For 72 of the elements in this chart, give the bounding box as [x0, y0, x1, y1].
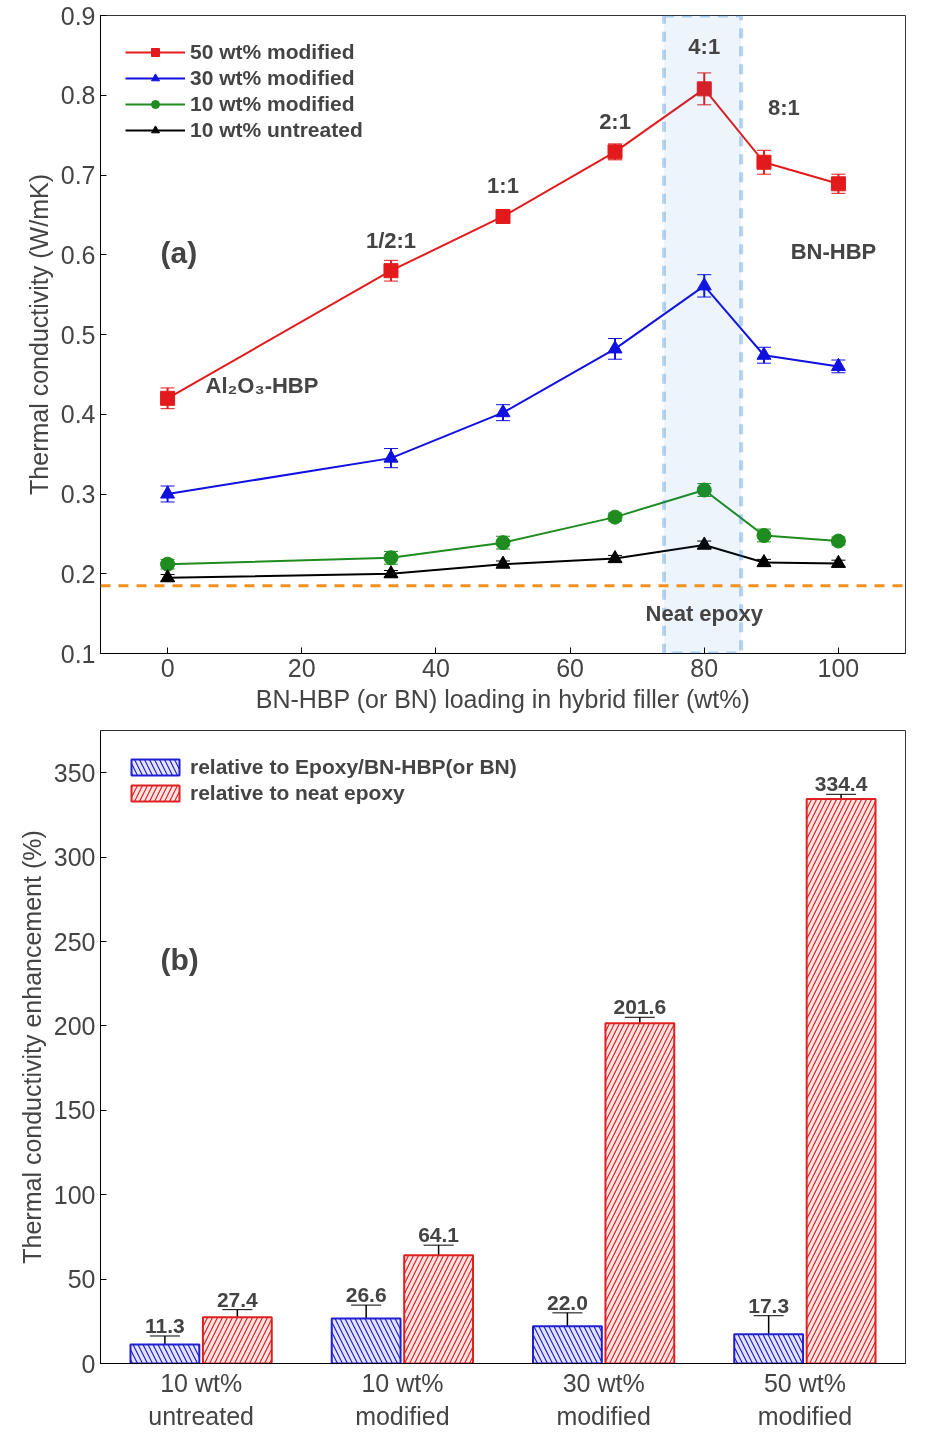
- annotation: BN-HBP: [790, 238, 877, 264]
- x-tick-label: 20: [287, 653, 316, 682]
- annotation: 8:1: [768, 95, 800, 121]
- y-tick-label: 0.4: [60, 400, 96, 429]
- ref-line-label: Neat epoxy: [645, 600, 764, 626]
- y-tick-label: 300: [53, 843, 96, 872]
- annotation: 2:1: [599, 108, 631, 134]
- data-label: 27.4: [216, 1287, 259, 1311]
- legend-label: relative to Epoxy/BN-HBP(or BN): [190, 755, 517, 779]
- x-tick-label: 60: [556, 653, 584, 682]
- point: [696, 277, 712, 291]
- y-axis-title: Thermal conductivity enhancement (%): [17, 830, 46, 1264]
- point: [495, 404, 511, 418]
- legend-label: 50 wt% modified: [190, 40, 355, 64]
- y-tick-label: 0.8: [60, 81, 96, 110]
- point: [696, 536, 712, 550]
- legend-label: relative to neat epoxy: [190, 781, 405, 805]
- annotation: 4:1: [688, 33, 721, 59]
- y-tick-label: 100: [53, 1180, 96, 1209]
- point: [830, 554, 846, 568]
- x-tick-label: 30 wt% modified: [556, 1368, 651, 1431]
- y-tick-label: 0.3: [60, 480, 96, 508]
- annotation: (a): [160, 235, 198, 269]
- data-label: 64.1: [418, 1223, 460, 1247]
- data-label: 334.4: [814, 772, 868, 796]
- point: [756, 554, 772, 568]
- data-label: 17.3: [748, 1293, 790, 1317]
- point: [756, 154, 772, 170]
- point: [495, 555, 511, 569]
- y-tick-label: 0.1: [60, 639, 96, 668]
- point: [160, 390, 176, 406]
- point: [607, 340, 623, 354]
- x-tick-label: 0: [160, 653, 175, 682]
- annotation: 1/2:1: [365, 227, 417, 253]
- y-tick-label: 0.9: [60, 1, 96, 30]
- y-tick-label: 0.6: [60, 240, 96, 269]
- point: [160, 485, 176, 499]
- y-tick-label: 50: [67, 1265, 96, 1294]
- y-tick-label: 0.7: [60, 161, 96, 189]
- x-tick-label: 100: [817, 653, 860, 682]
- data-label: 26.6: [345, 1283, 387, 1307]
- legend-label: 30 wt% modified: [190, 66, 355, 90]
- y-tick-label: 150: [53, 1096, 96, 1125]
- data-label: 201.6: [613, 995, 667, 1019]
- data-label: 22.0: [546, 1290, 588, 1314]
- y-tick-label: 350: [53, 758, 96, 787]
- legend-label: 10 wt% untreated: [190, 118, 363, 142]
- annotation: 1:1: [487, 173, 519, 199]
- x-tick-label: 10 wt% modified: [355, 1368, 450, 1431]
- point: [383, 449, 399, 463]
- point: [607, 550, 623, 564]
- x-axis-title: BN-HBP (or BN) loading in hybrid filler (wt%): [255, 684, 750, 713]
- annotation: (b): [160, 942, 199, 976]
- y-tick-label: 250: [53, 927, 96, 956]
- x-tick-label: 80: [690, 653, 719, 682]
- point: [495, 208, 511, 224]
- data-label: 11.3: [145, 1313, 185, 1337]
- point: [383, 263, 399, 279]
- legend-label: 10 wt% modified: [190, 92, 355, 116]
- annotation: Al₂O₃-HBP: [205, 373, 319, 399]
- point: [160, 569, 176, 583]
- y-tick-label: 0.2: [60, 559, 96, 588]
- point: [383, 565, 399, 579]
- point: [756, 346, 772, 360]
- x-tick-label: 50 wt% modified: [757, 1368, 853, 1431]
- y-tick-label: 0: [81, 1349, 96, 1378]
- y-axis-title: Thermal conductivity (W/mK): [24, 174, 53, 495]
- y-tick-label: 0.5: [60, 320, 96, 349]
- point: [696, 81, 712, 97]
- y-tick-label: 200: [53, 1011, 96, 1040]
- x-tick-label: 40: [422, 653, 450, 682]
- x-tick-label: 10 wt% untreated: [148, 1368, 254, 1431]
